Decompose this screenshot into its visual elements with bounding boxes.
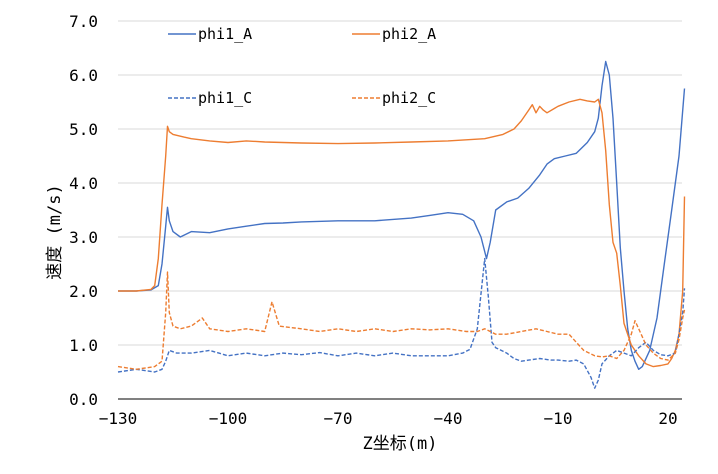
legend-label-phi1_A: phi1_A <box>198 25 252 43</box>
x-tick-label: −130 <box>99 409 138 428</box>
series-line-phi2_C <box>117 271 686 370</box>
legend-label-phi2_C: phi2_C <box>382 89 436 107</box>
y-tick-label: 1.0 <box>69 336 98 355</box>
y-tick-label: 7.0 <box>69 12 98 31</box>
x-tick-label: −40 <box>434 409 463 428</box>
legend-label-phi2_A: phi2_A <box>382 25 436 43</box>
x-tick-label: 20 <box>658 409 677 428</box>
legend-label-phi1_C: phi1_C <box>198 89 252 107</box>
y-tick-label: 0.0 <box>69 390 98 409</box>
y-tick-label: 2.0 <box>69 282 98 301</box>
series-line-phi1_C <box>117 257 686 389</box>
y-axis-ticks: 0.0 1.0 2.0 3.0 4.0 5.0 6.0 7.0 <box>69 12 98 409</box>
y-tick-label: 6.0 <box>69 66 98 85</box>
x-tick-label: −10 <box>544 409 573 428</box>
series-line-phi2_A <box>118 98 686 368</box>
series-layer <box>117 60 686 389</box>
y-axis-title: 速度 (m/s) <box>45 184 65 279</box>
x-tick-label: −70 <box>324 409 353 428</box>
x-axis-title: Z坐标(m) <box>363 434 438 454</box>
y-tick-label: 5.0 <box>69 120 98 139</box>
x-axis-ticks: −130 −100 −70 −40 −10 20 <box>99 409 678 428</box>
y-tick-label: 3.0 <box>69 228 98 247</box>
y-tick-label: 4.0 <box>69 174 98 193</box>
gridlines <box>118 20 682 346</box>
x-tick-label: −100 <box>209 409 248 428</box>
legend: phi1_A phi2_A phi1_C phi2_C <box>168 25 436 107</box>
